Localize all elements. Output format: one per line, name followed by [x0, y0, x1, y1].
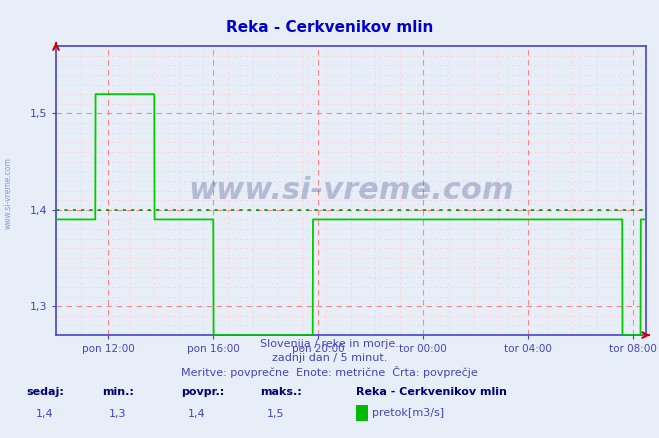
Text: Slovenija / reke in morje.: Slovenija / reke in morje.: [260, 339, 399, 350]
Text: 1,4: 1,4: [36, 409, 54, 419]
Text: pretok[m3/s]: pretok[m3/s]: [372, 408, 444, 417]
Text: Reka - Cerkvenikov mlin: Reka - Cerkvenikov mlin: [356, 387, 507, 397]
Text: 1,4: 1,4: [188, 409, 206, 419]
Text: www.si-vreme.com: www.si-vreme.com: [3, 157, 13, 229]
Text: 1,3: 1,3: [109, 409, 127, 419]
Text: maks.:: maks.:: [260, 387, 302, 397]
Text: Meritve: povprečne  Enote: metrične  Črta: povprečje: Meritve: povprečne Enote: metrične Črta:…: [181, 366, 478, 378]
Text: povpr.:: povpr.:: [181, 387, 225, 397]
Text: www.si-vreme.com: www.si-vreme.com: [188, 176, 514, 205]
Text: min.:: min.:: [102, 387, 134, 397]
Text: sedaj:: sedaj:: [26, 387, 64, 397]
Text: 1,5: 1,5: [267, 409, 285, 419]
Text: Reka - Cerkvenikov mlin: Reka - Cerkvenikov mlin: [226, 20, 433, 35]
Text: zadnji dan / 5 minut.: zadnji dan / 5 minut.: [272, 353, 387, 363]
